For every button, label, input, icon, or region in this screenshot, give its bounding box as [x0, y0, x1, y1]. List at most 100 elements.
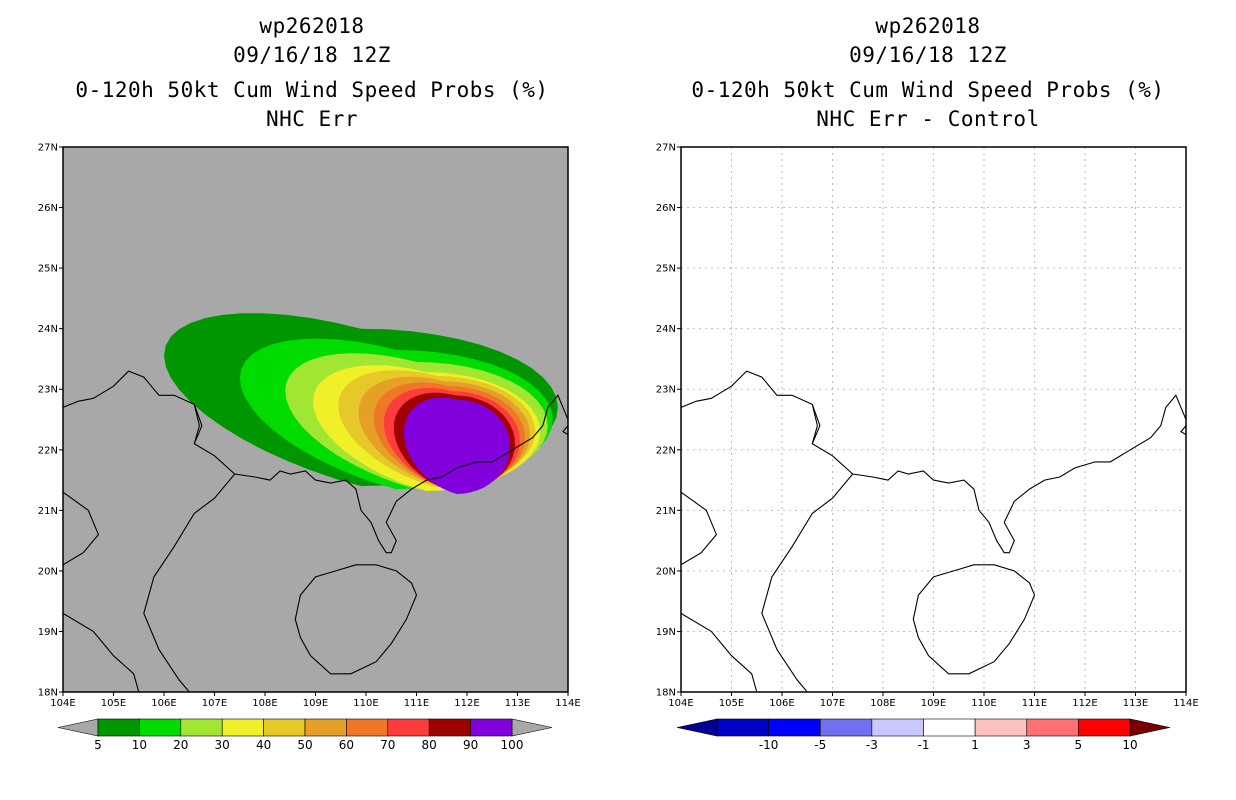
left-storm-id: wp262018 — [259, 14, 365, 38]
lon-label: 107E — [820, 698, 845, 709]
colorbar-label: 30 — [215, 738, 230, 752]
coastline-islands — [1180, 424, 1186, 436]
lat-label: 25N — [656, 264, 676, 275]
lat-label: 25N — [38, 264, 58, 275]
left-datetime: 09/16/18 12Z — [233, 43, 391, 67]
lon-label: 109E — [921, 698, 946, 709]
lat-label: 22N — [656, 445, 676, 456]
lon-label: 104E — [668, 698, 693, 709]
coastline-mainland — [63, 370, 568, 554]
right-map-panel: 18N 19N 20N 21N 22N 23N 24N 25N 26N 27N 104E 105E 10… — [656, 143, 1199, 710]
probability-contours — [164, 313, 558, 494]
lat-label: 18N — [656, 688, 676, 699]
lat-label: 21N — [38, 506, 58, 517]
lat-label: 20N — [656, 566, 676, 577]
lat-label: 26N — [38, 203, 58, 214]
lon-label: 111E — [1022, 698, 1047, 709]
colorbar-swatch — [1026, 718, 1079, 737]
colorbar-label: 40 — [256, 738, 271, 752]
lat-label: 27N — [656, 143, 676, 154]
right-subtitle: NHC Err - Control — [816, 107, 1040, 131]
difference-colorbar: -10 -5 -3 -1 1 3 5 10 — [676, 718, 1171, 752]
lon-label: 111E — [404, 698, 429, 709]
colorbar-label: 10 — [1122, 738, 1137, 752]
colorbar-swatch — [871, 718, 924, 737]
coastline-hainan — [294, 564, 418, 675]
colorbar-label: -5 — [814, 738, 826, 752]
lat-label: 27N — [38, 143, 58, 154]
colorbar-label: 1 — [971, 738, 979, 752]
lon-label: 108E — [870, 698, 895, 709]
colorbar-label: 10 — [132, 738, 147, 752]
coastline-laos_border — [63, 491, 100, 566]
colorbar-swatch — [428, 718, 471, 737]
lat-label: 23N — [38, 385, 58, 396]
lon-label: 110E — [353, 698, 378, 709]
coastline-laos_border — [681, 491, 718, 566]
lon-label: 114E — [1173, 698, 1198, 709]
lon-label: 112E — [1072, 698, 1097, 709]
coastline-border_cn_vn — [193, 404, 203, 444]
lat-label: 18N — [38, 688, 58, 699]
lat-label: 19N — [656, 627, 676, 638]
prob-contour-90 — [403, 397, 510, 494]
colorbar-swatch — [974, 718, 1028, 737]
colorbar-label: 70 — [380, 738, 395, 752]
colorbar-swatch — [923, 718, 976, 737]
colorbar-swatch — [387, 718, 430, 737]
right-panel-title: wp262018 09/16/18 12Z 0-120h 50kt Cum Wi… — [668, 12, 1188, 134]
lon-label: 106E — [769, 698, 794, 709]
coastline-laos_border2 — [63, 612, 140, 692]
lon-label: 112E — [454, 698, 479, 709]
lat-label: 26N — [656, 203, 676, 214]
lon-label: 104E — [50, 698, 75, 709]
lat-label: 24N — [656, 324, 676, 335]
colorbar-swatch — [139, 718, 182, 737]
lat-label: 21N — [656, 506, 676, 517]
lat-label: 24N — [38, 324, 58, 335]
left-map-panel: 18N 19N 20N 21N 22N 23N 24N 25N 26N 27N 104E 105E 10… — [38, 143, 581, 710]
lon-label: 109E — [303, 698, 328, 709]
coastline-hainan — [912, 564, 1036, 675]
colorbar-swatch — [819, 718, 873, 737]
probability-colorbar: 5 10 20 30 40 50 60 70 80 90 100 — [57, 718, 553, 752]
colorbar-label: 5 — [1075, 738, 1083, 752]
right-axis-labels: 18N 19N 20N 21N 22N 23N 24N 25N 26N 27N 104E 105E 10… — [656, 143, 1199, 710]
coastline-vietnam_coast — [143, 473, 236, 692]
colorbar-label: 90 — [463, 738, 478, 752]
lon-label: 105E — [719, 698, 744, 709]
colorbar-end-left — [57, 718, 99, 737]
lon-label: 110E — [971, 698, 996, 709]
lon-label: 105E — [101, 698, 126, 709]
colorbar-swatch — [346, 718, 389, 737]
lon-label: 108E — [252, 698, 277, 709]
lon-label: 113E — [1123, 698, 1148, 709]
left-coastlines — [63, 370, 568, 692]
colorbar-label: -1 — [918, 738, 930, 752]
coastline-vietnam_coast — [761, 473, 854, 692]
coastline-border_cn_vn — [811, 404, 821, 444]
left-panel-title: wp262018 09/16/18 12Z 0-120h 50kt Cum Wi… — [52, 12, 572, 134]
colorbar-label: 50 — [297, 738, 312, 752]
right-gridlines — [681, 147, 1186, 692]
colorbar-swatch — [716, 718, 769, 737]
lat-label: 20N — [38, 566, 58, 577]
right-product-title: 0-120h 50kt Cum Wind Speed Probs (%) — [691, 78, 1165, 102]
colorbar-swatch — [180, 718, 223, 737]
colorbar-swatch — [221, 718, 264, 737]
colorbar-label: 5 — [94, 738, 102, 752]
colorbar-label: 60 — [339, 738, 354, 752]
colorbar-swatch — [97, 718, 140, 737]
lon-label: 106E — [151, 698, 176, 709]
right-coastlines — [681, 370, 1186, 692]
colorbar-label: -3 — [866, 738, 878, 752]
right-storm-id: wp262018 — [875, 14, 981, 38]
right-datetime: 09/16/18 12Z — [849, 43, 1007, 67]
colorbar-label: 80 — [422, 738, 437, 752]
colorbar-swatch — [263, 718, 306, 737]
coastline-laos_border2 — [681, 612, 758, 692]
colorbar-label: -10 — [759, 738, 779, 752]
colorbar-swatch — [470, 718, 513, 737]
lat-label: 22N — [38, 445, 58, 456]
